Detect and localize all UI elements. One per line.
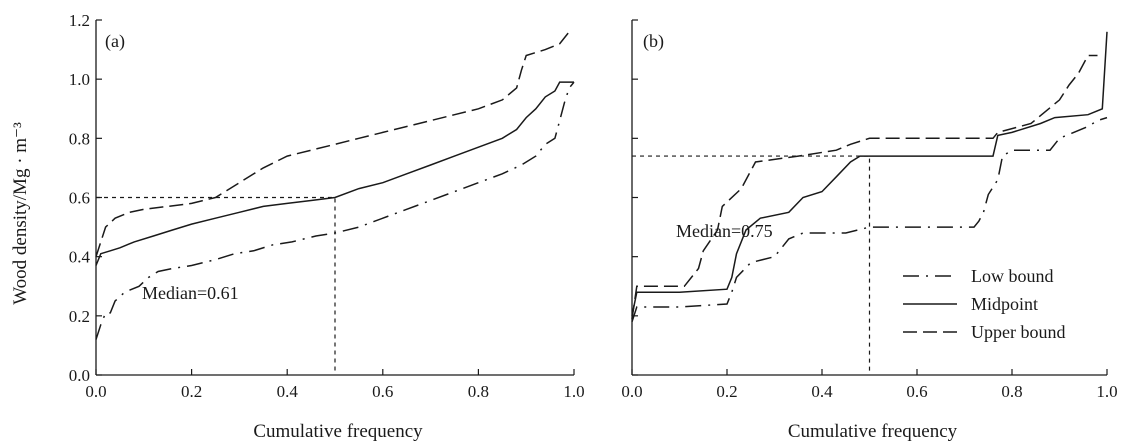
chart-b-x-tick-label: 0.6	[906, 382, 927, 401]
chart-b-panel-label: (b)	[643, 31, 664, 52]
chart-b-legend-label: Low bound	[971, 266, 1054, 286]
chart-b-median-label: Median=0.75	[676, 221, 773, 241]
chart-b-x-tick-label: 0.2	[716, 382, 737, 401]
chart-a-panel-label: (a)	[105, 31, 125, 52]
chart-b-x-tick-label: 1.0	[1096, 382, 1117, 401]
chart-a-y-tick-label: 0.6	[69, 189, 90, 208]
chart-a-y-tick-label: 0.0	[69, 366, 90, 385]
chart-b-legend-label: Upper bound	[971, 322, 1065, 342]
chart-b-x-tick-label: 0.4	[811, 382, 833, 401]
chart-panel-b: 0.0 0.2 0.4 0.6 0.8 1.0 Cumulative frequency (b…	[621, 19, 1118, 442]
chart-b-median-guide	[632, 155, 871, 375]
chart-a-x-tick-label: 0.8	[468, 382, 489, 401]
chart-a-series-mid-line	[95, 81, 574, 266]
chart-a-x-tick-label: 0.4	[277, 382, 299, 401]
chart-a-x-tick-label: 1.0	[563, 382, 584, 401]
chart-b-series-upper-line	[631, 54, 1098, 319]
chart-b-series-mid-line	[631, 31, 1108, 316]
chart-b-x-tick-label: 0.0	[621, 382, 642, 401]
chart-b-x-axis-title: Cumulative frequency	[788, 421, 958, 442]
chart-b-legend-label: Midpoint	[971, 294, 1038, 314]
chart-a-y-tick-label: 1.2	[69, 11, 90, 30]
chart-b-series-low-line	[631, 116, 1108, 323]
chart-a-x-tick-label: 0.0	[85, 382, 106, 401]
chart-a-median-label: Median=0.61	[142, 283, 239, 303]
chart-a-y-tick-label: 0.8	[69, 129, 90, 148]
chart-a-y-tick-label: 1.0	[69, 70, 90, 89]
chart-a-series-low-line	[95, 81, 575, 340]
chart-a-x-tick-label: 0.2	[181, 382, 202, 401]
chart-a-y-tick-label: 0.4	[69, 248, 91, 267]
chart-a-y-axis-title: Wood density/Mg · m⁻³	[10, 122, 31, 305]
chart-panel-a: 0.0 0.2 0.4 0.6 0.8 1.0 0.0 0.2 0.4 0.6 0.8 1.0 1.2 C…	[10, 11, 585, 442]
chart-b-x-tick-label: 0.8	[1001, 382, 1022, 401]
chart-a-series-upper-line	[95, 31, 570, 257]
chart-a-x-tick-label: 0.6	[372, 382, 393, 401]
chart-a-x-axis-title: Cumulative frequency	[253, 421, 423, 442]
chart-a-y-tick-label: 0.2	[69, 307, 90, 326]
